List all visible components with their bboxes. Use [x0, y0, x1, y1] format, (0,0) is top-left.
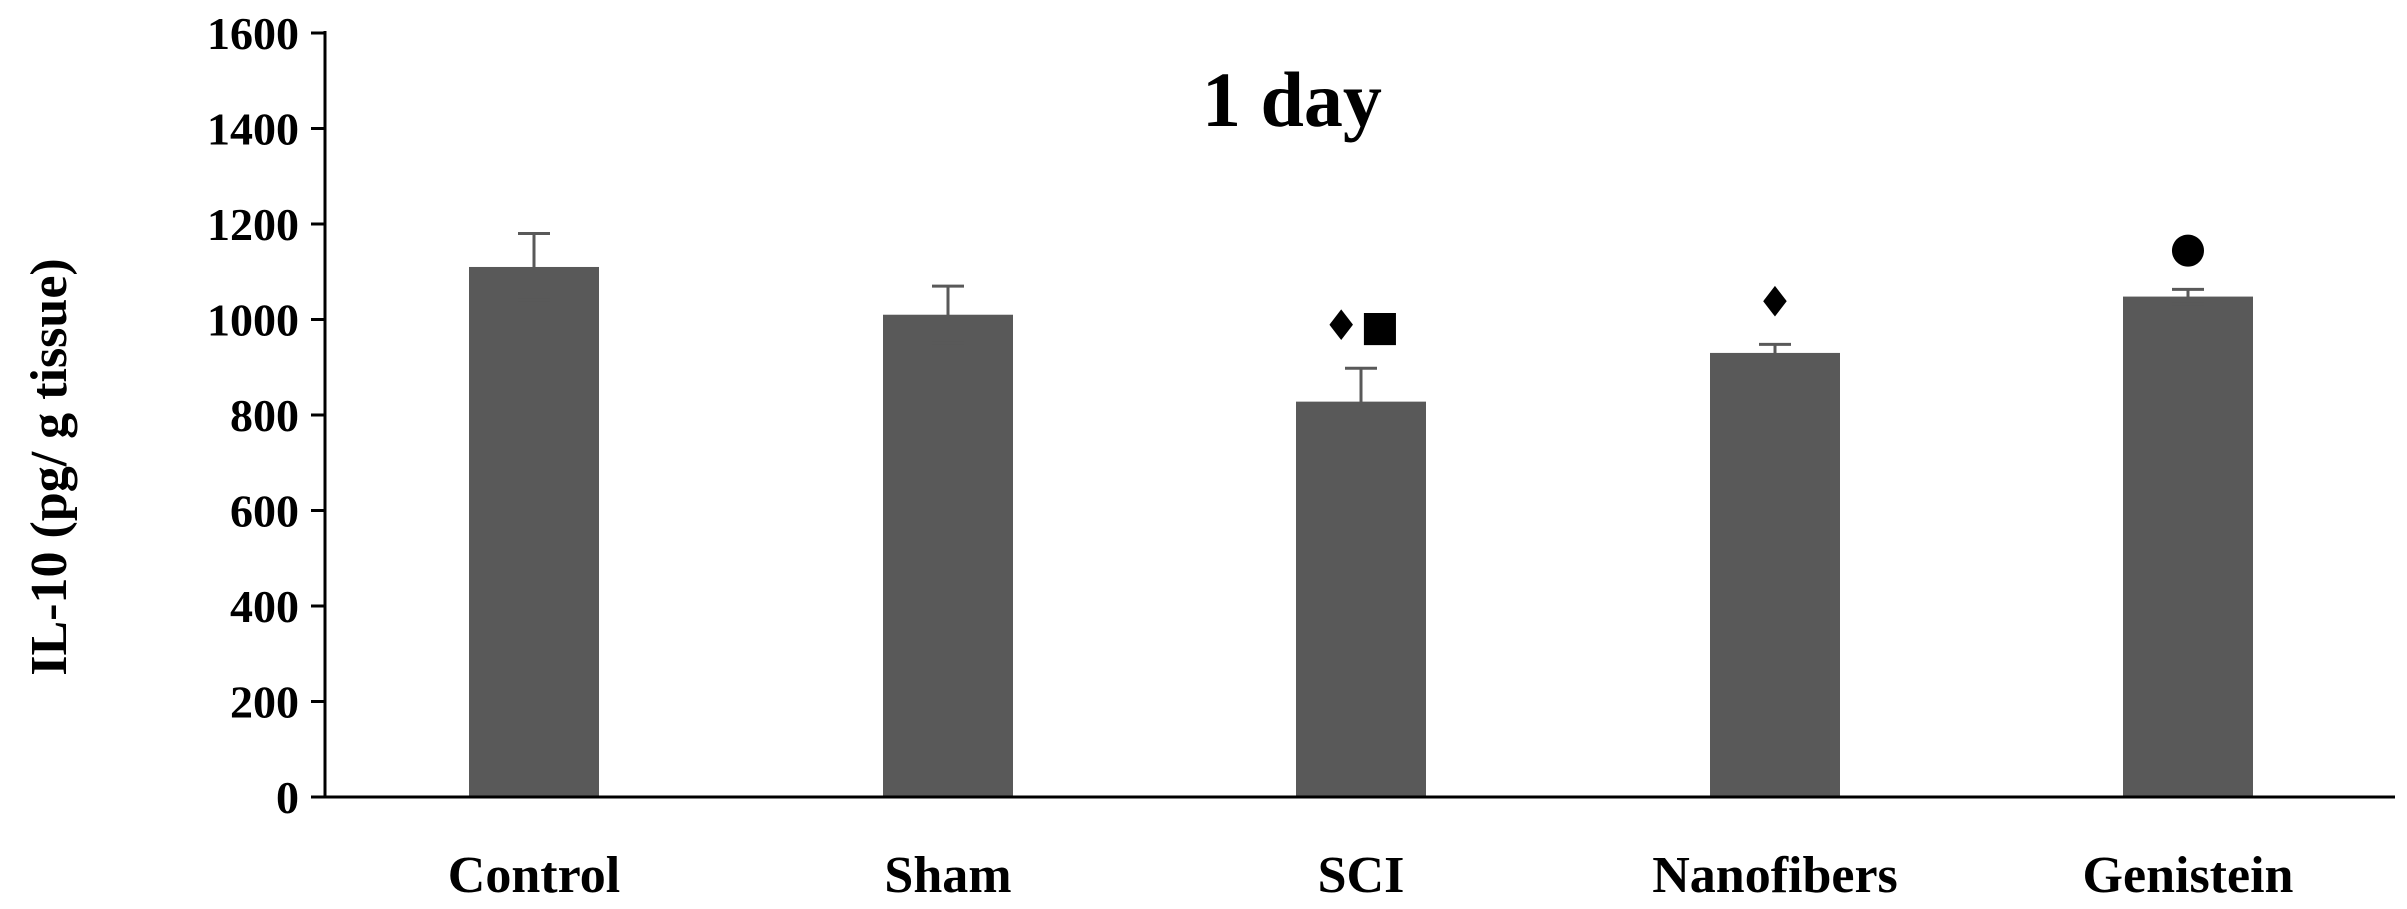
bar-sci [1296, 401, 1426, 797]
y-tick-label: 1000 [207, 295, 299, 346]
y-tick-label: 200 [230, 677, 299, 728]
x-category-label: SCI [1318, 847, 1405, 904]
y-tick-label: 1600 [207, 8, 299, 59]
x-category-label: Control [448, 847, 620, 904]
significance-mark: ♦ [1756, 277, 1794, 326]
y-tick-label: 0 [276, 772, 299, 823]
y-tick-label: 1400 [207, 104, 299, 155]
significance-mark: ♦■ [1322, 301, 1399, 350]
x-category-label: Sham [884, 847, 1011, 904]
significance-mark: ● [2170, 222, 2207, 271]
y-axis-label: IL-10 (pg/ g tissue) [21, 258, 78, 675]
bar-control [469, 266, 599, 798]
y-tick-label: 1200 [207, 199, 299, 250]
bar-sham [883, 314, 1013, 797]
x-category-label: Nanofibers [1652, 847, 1898, 904]
chart-marks: 0 200 400 600 800 1000 1200 1400 1600 Control Sham… [207, 8, 2395, 904]
bar-nanofibers [1710, 352, 1840, 797]
bar-genistein [2123, 296, 2253, 797]
chart-title: 1 day [1202, 56, 1382, 143]
x-category-label: Genistein [2083, 847, 2294, 904]
y-tick-label: 400 [230, 581, 299, 632]
y-tick-label: 600 [230, 486, 299, 537]
y-tick-label: 800 [230, 390, 299, 441]
